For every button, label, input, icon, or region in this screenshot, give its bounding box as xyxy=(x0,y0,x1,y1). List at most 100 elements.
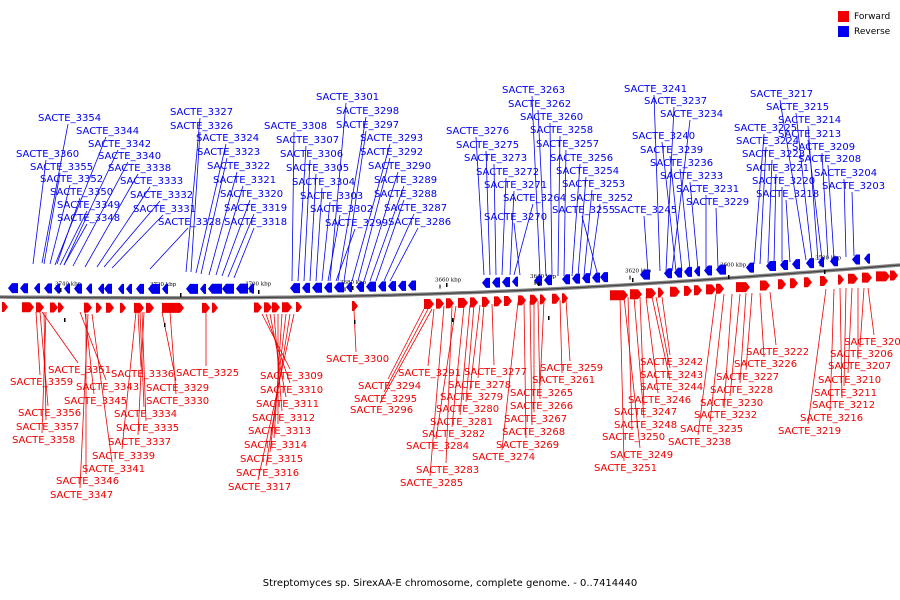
reverse-gene-connector xyxy=(54,136,107,266)
forward-gene-connector xyxy=(459,304,471,416)
reverse-gene-arrow xyxy=(852,254,860,265)
reverse-gene-label: SACTE_3260 xyxy=(520,112,583,123)
reverse-gene-connector xyxy=(337,116,367,282)
reverse-gene-label: SACTE_3324 xyxy=(196,133,259,144)
reverse-gene-arrow xyxy=(806,258,814,269)
reverse-gene-connector xyxy=(195,143,227,274)
reverse-gene-arrow xyxy=(592,272,600,283)
forward-gene-connector xyxy=(697,293,717,436)
reverse-gene-connector xyxy=(715,207,719,269)
forward-gene-arrow xyxy=(716,283,724,294)
reverse-gene-connector xyxy=(363,171,399,282)
forward-gene-label: SACTE_3329 xyxy=(146,383,209,394)
reverse-gene-connector xyxy=(513,222,521,276)
forward-gene-label: SACTE_3267 xyxy=(504,414,567,425)
position-mark xyxy=(164,323,166,327)
forward-gene-connector xyxy=(273,313,283,439)
reverse-gene-arrow xyxy=(148,283,160,294)
reverse-gene-connector xyxy=(571,163,581,277)
forward-gene-arrow xyxy=(760,280,770,291)
reverse-gene-connector xyxy=(315,187,323,282)
reverse-gene-connector xyxy=(583,189,593,277)
forward-gene-connector xyxy=(745,292,753,371)
forward-gene-arrow xyxy=(820,275,828,286)
reverse-gene-label: SACTE_3322 xyxy=(207,161,270,172)
forward-gene-label: SACTE_3309 xyxy=(260,371,323,382)
forward-gene-arrow xyxy=(706,284,716,295)
forward-gene-label: SACTE_3284 xyxy=(406,441,469,452)
reverse-gene-label: SACTE_3321 xyxy=(213,175,276,186)
reverse-gene-arrow xyxy=(248,283,254,294)
reverse-gene-connector xyxy=(557,135,561,277)
forward-gene-arrow xyxy=(296,302,302,313)
reverse-gene-connector xyxy=(32,159,47,265)
forward-gene-label: SACTE_3317 xyxy=(228,482,291,493)
forward-gene-label: SACTE_3235 xyxy=(680,424,743,435)
forward-gene-label: SACTE_3269 xyxy=(496,440,559,451)
reverse-gene-label: SACTE_3349 xyxy=(57,200,120,211)
reverse-gene-connector xyxy=(43,172,61,265)
reverse-gene-arrow xyxy=(74,283,82,294)
reverse-gene-connector xyxy=(827,164,835,260)
reverse-gene-connector xyxy=(689,181,699,270)
forward-gene-arrow xyxy=(22,302,34,313)
reverse-gene-label: SACTE_3218 xyxy=(756,189,819,200)
forward-gene-label: SACTE_3238 xyxy=(668,437,731,448)
forward-gene-label: SACTE_3247 xyxy=(614,407,677,418)
forward-gene-label: SACTE_3251 xyxy=(594,463,657,474)
forward-gene-connector xyxy=(633,296,645,419)
forward-gene-label: SACTE_3335 xyxy=(116,423,179,434)
reverse-gene-connector xyxy=(785,199,791,263)
reverse-gene-arrow xyxy=(864,253,870,264)
reverse-gene-arrow xyxy=(746,262,754,273)
legend-forward[interactable]: Forward xyxy=(838,9,890,24)
forward-gene-connector xyxy=(623,296,641,449)
reverse-gene-arrow xyxy=(346,282,352,293)
reverse-gene-connector xyxy=(753,133,765,265)
reverse-gene-arrow xyxy=(766,261,776,272)
reverse-gene-label: SACTE_3302 xyxy=(310,204,373,215)
forward-gene-label: SACTE_3285 xyxy=(400,478,463,489)
forward-gene-label: SACTE_3300 xyxy=(326,354,389,365)
reverse-gene-label: SACTE_3276 xyxy=(446,126,509,137)
reverse-gene-connector xyxy=(851,191,855,257)
reverse-gene-connector xyxy=(577,176,587,277)
forward-gene-arrow xyxy=(2,302,8,313)
forward-gene-connector xyxy=(387,308,425,380)
forward-gene-label: SACTE_3228 xyxy=(710,385,773,396)
reverse-gene-label: SACTE_3264 xyxy=(503,193,566,204)
reverse-gene-arrow xyxy=(544,275,552,286)
reverse-gene-connector xyxy=(383,213,415,282)
reverse-gene-connector xyxy=(63,149,119,266)
forward-gene-connector xyxy=(829,288,835,412)
reverse-gene-arrow xyxy=(582,273,590,284)
reverse-gene-label: SACTE_3256 xyxy=(550,153,613,164)
forward-gene-label: SACTE_3345 xyxy=(64,396,127,407)
forward-gene-connector xyxy=(847,287,853,374)
forward-gene-connector xyxy=(43,311,47,421)
legend-reverse[interactable]: Reverse xyxy=(838,24,890,39)
reverse-gene-connector xyxy=(807,125,819,261)
reverse-gene-label: SACTE_3273 xyxy=(464,153,527,164)
reverse-gene-label: SACTE_3254 xyxy=(556,166,619,177)
forward-gene-arrow xyxy=(670,286,680,297)
forward-gene-label: SACTE_3312 xyxy=(252,413,315,424)
map-caption: Streptomyces sp. SirexAA-E chromosome, c… xyxy=(262,578,638,589)
forward-gene-connector xyxy=(121,311,137,450)
reverse-gene-arrow xyxy=(186,283,198,294)
forward-gene-label: SACTE_3314 xyxy=(244,440,307,451)
reverse-gene-arrow xyxy=(792,259,800,270)
reverse-gene-label: SACTE_3272 xyxy=(476,167,539,178)
reverse-gene-connector xyxy=(72,161,129,267)
forward-gene-arrow xyxy=(694,285,702,296)
forward-gene-arrow xyxy=(96,302,102,313)
forward-gene-label: SACTE_3280 xyxy=(436,404,499,415)
forward-gene-arrow xyxy=(610,290,628,301)
reverse-gene-arrow xyxy=(200,283,206,294)
reverse-gene-connector xyxy=(671,119,691,272)
axis-tick-label: 3640 kbp xyxy=(530,274,557,280)
reverse-gene-arrow xyxy=(8,283,18,294)
reverse-gene-connector xyxy=(653,94,661,272)
forward-gene-connector xyxy=(867,287,875,336)
forward-gene-label: SACTE_3207 xyxy=(828,361,891,372)
